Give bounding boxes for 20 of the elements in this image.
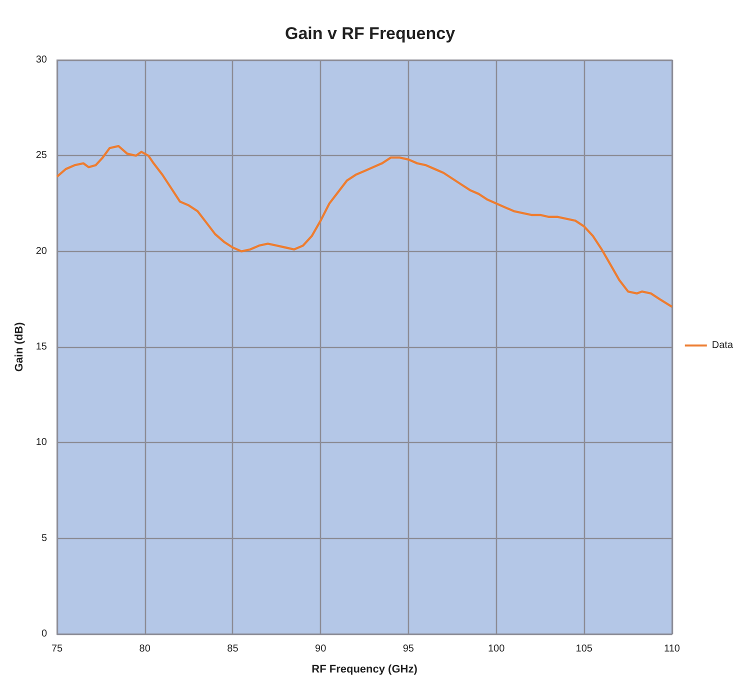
legend-label: Data (712, 340, 734, 351)
line-series (56, 145, 674, 308)
x-tick-label: 105 (576, 644, 593, 654)
chart-title: Gain v RF Frequency (284, 24, 456, 43)
y-tick-label: 10 (36, 437, 48, 448)
x-axis-title: RF Frequency (GHz) (312, 664, 418, 676)
x-tick-label: 100 (488, 644, 506, 654)
y-tick-label: 15 (36, 342, 48, 352)
y-tick-label: 30 (36, 54, 48, 66)
x-tick-label: 90 (315, 644, 327, 654)
y-tick-label: 25 (36, 150, 48, 162)
y-tick-label: 5 (41, 532, 48, 544)
x-tick-label: 110 (664, 644, 680, 654)
x-tick-label: 80 (139, 644, 151, 654)
x-tick-label: 75 (51, 644, 63, 654)
x-tick-label: 85 (227, 644, 239, 654)
y-tick-label: 20 (36, 246, 48, 257)
x-tick-label: 95 (402, 644, 414, 654)
y-axis-title: Gain (dB) (13, 322, 26, 372)
y-tick-label: 0 (41, 628, 48, 640)
